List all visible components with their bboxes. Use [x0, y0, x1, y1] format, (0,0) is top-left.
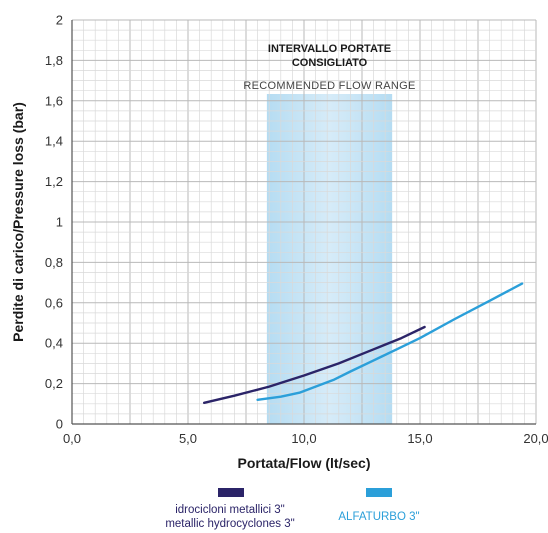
series-line-alfaturbo [256, 282, 524, 401]
axes [71, 20, 536, 425]
x-tick-label: 10,0 [291, 431, 316, 446]
x-tick-label: 5,0 [179, 431, 197, 446]
y-tick-label: 1,8 [45, 53, 63, 68]
recommended-flow-band [266, 94, 393, 424]
y-tick-label: 0 [56, 417, 63, 432]
band-rect [266, 94, 393, 424]
legend-swatch-alfaturbo [366, 488, 392, 497]
y-tick-label: 1,2 [45, 174, 63, 189]
y-tick-label: 0,2 [45, 376, 63, 391]
y-tick-label: 1,4 [45, 134, 63, 149]
x-axis-title: Portata/Flow (lt/sec) [237, 455, 370, 471]
legend: idrocicloni metallici 3" metallic hydroc… [165, 488, 420, 530]
y-tick-label: 2 [56, 13, 63, 28]
y-tick-label: 0,6 [45, 295, 63, 310]
x-tick-label: 0,0 [63, 431, 81, 446]
band-title-line-1: INTERVALLO PORTATE [268, 43, 391, 55]
y-tick-label: 0,8 [45, 255, 63, 270]
legend-swatch-metallic-hydrocyclones [218, 488, 244, 497]
y-axis-title: Perdite di carico/Pressure loss (bar) [10, 102, 26, 342]
x-tick-label: 15,0 [407, 431, 432, 446]
band-labels: INTERVALLO PORTATE CONSIGLIATO RECOMMEND… [243, 43, 415, 92]
band-title-line-2: CONSIGLIATO [292, 57, 368, 69]
series [202, 282, 524, 404]
legend-label-metallic-hydrocyclones-line-2: metallic hydrocyclones 3" [165, 518, 294, 530]
grid [71, 19, 537, 425]
y-tick-label: 1 [56, 215, 63, 230]
series-line-metallic-hydrocyclones [202, 325, 426, 404]
tick-labels: 0,0 5,0 10,0 15,0 20,0 0 0,2 0,4 0,6 0,8 1 1,2 1,4 1,… [45, 13, 548, 447]
legend-label-metallic-hydrocyclones-line-1: idrocicloni metallici 3" [175, 504, 285, 516]
y-tick-label: 1,6 [45, 93, 63, 108]
y-tick-label: 0,4 [45, 336, 63, 351]
band-subtitle: RECOMMENDED FLOW RANGE [243, 80, 415, 92]
legend-label-alfaturbo: ALFATURBO 3" [338, 511, 419, 523]
x-tick-label: 20,0 [523, 431, 548, 446]
